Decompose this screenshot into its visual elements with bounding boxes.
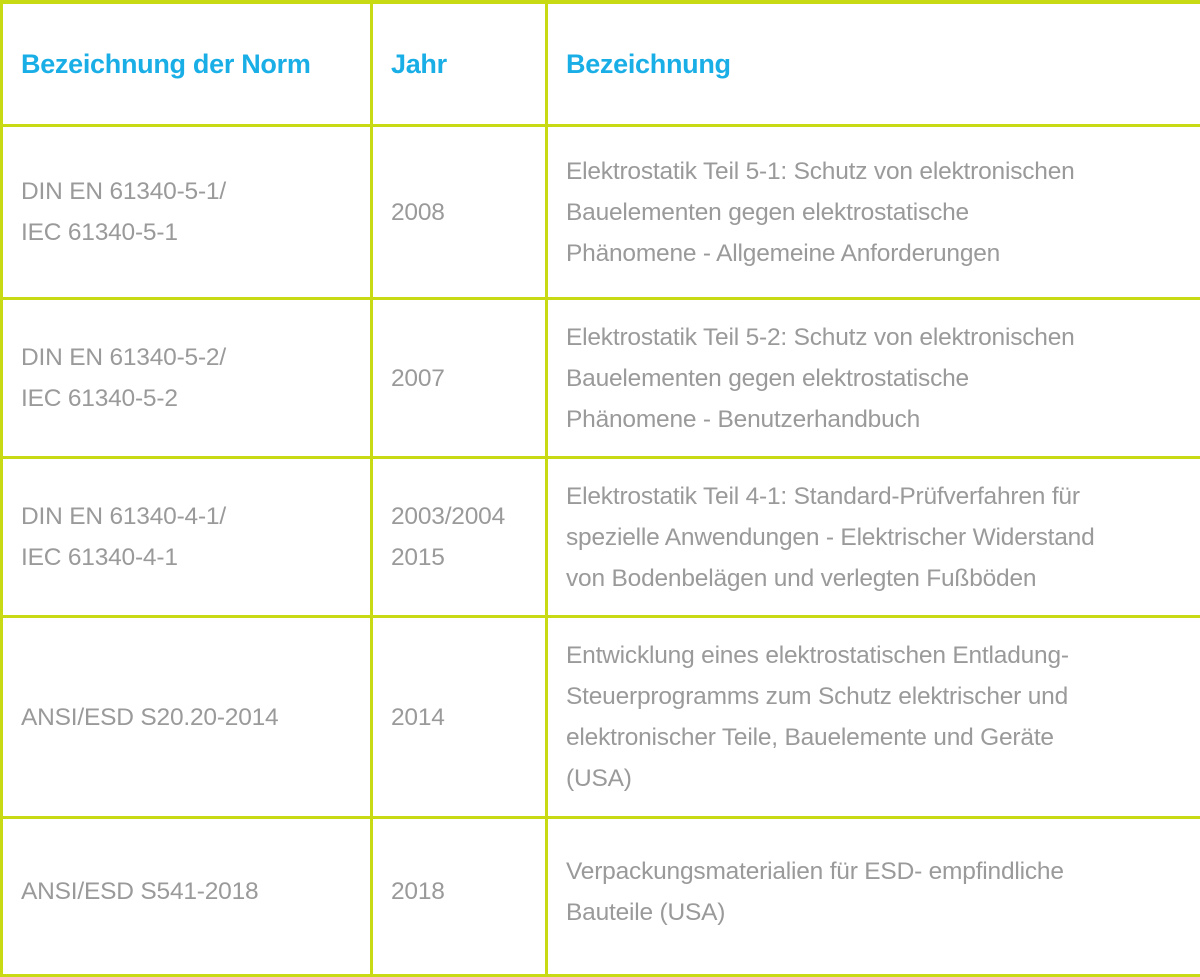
cell-norm: ANSI/ESD S20.20-2014 bbox=[2, 617, 372, 818]
table-row: ANSI/ESD S541-2018 2018 Verpackungsmater… bbox=[2, 818, 1200, 976]
table-row: DIN EN 61340-4-1/ IEC 61340-4-1 2003/200… bbox=[2, 458, 1200, 617]
cell-jahr: 2007 bbox=[372, 299, 547, 458]
cell-bezeichnung: Verpackungsmaterialien für ESD- empfindl… bbox=[547, 818, 1200, 976]
table-row: DIN EN 61340-5-2/ IEC 61340-5-2 2007 Ele… bbox=[2, 299, 1200, 458]
cell-bezeichnung: Entwicklung eines elektrostatischen Entl… bbox=[547, 617, 1200, 818]
cell-norm: DIN EN 61340-5-2/ IEC 61340-5-2 bbox=[2, 299, 372, 458]
cell-jahr: 2008 bbox=[372, 126, 547, 299]
cell-norm: DIN EN 61340-5-1/ IEC 61340-5-1 bbox=[2, 126, 372, 299]
header-row: Bezeichnung der Norm Jahr Bezeichnung bbox=[2, 2, 1200, 126]
cell-norm: DIN EN 61340-4-1/ IEC 61340-4-1 bbox=[2, 458, 372, 617]
cell-jahr: 2018 bbox=[372, 818, 547, 976]
table-row: DIN EN 61340-5-1/ IEC 61340-5-1 2008 Ele… bbox=[2, 126, 1200, 299]
table-row: ANSI/ESD S20.20-2014 2014 Entwicklung ei… bbox=[2, 617, 1200, 818]
cell-bezeichnung: Elektrostatik Teil 5-1: Schutz von elekt… bbox=[547, 126, 1200, 299]
header-bezeichnung: Bezeichnung bbox=[547, 2, 1200, 126]
cell-bezeichnung: Elektrostatik Teil 4-1: Standard-Prüfver… bbox=[547, 458, 1200, 617]
cell-bezeichnung: Elektrostatik Teil 5-2: Schutz von elekt… bbox=[547, 299, 1200, 458]
cell-jahr: 2003/2004 2015 bbox=[372, 458, 547, 617]
header-norm: Bezeichnung der Norm bbox=[2, 2, 372, 126]
cell-norm: ANSI/ESD S541-2018 bbox=[2, 818, 372, 976]
header-jahr: Jahr bbox=[372, 2, 547, 126]
cell-jahr: 2014 bbox=[372, 617, 547, 818]
